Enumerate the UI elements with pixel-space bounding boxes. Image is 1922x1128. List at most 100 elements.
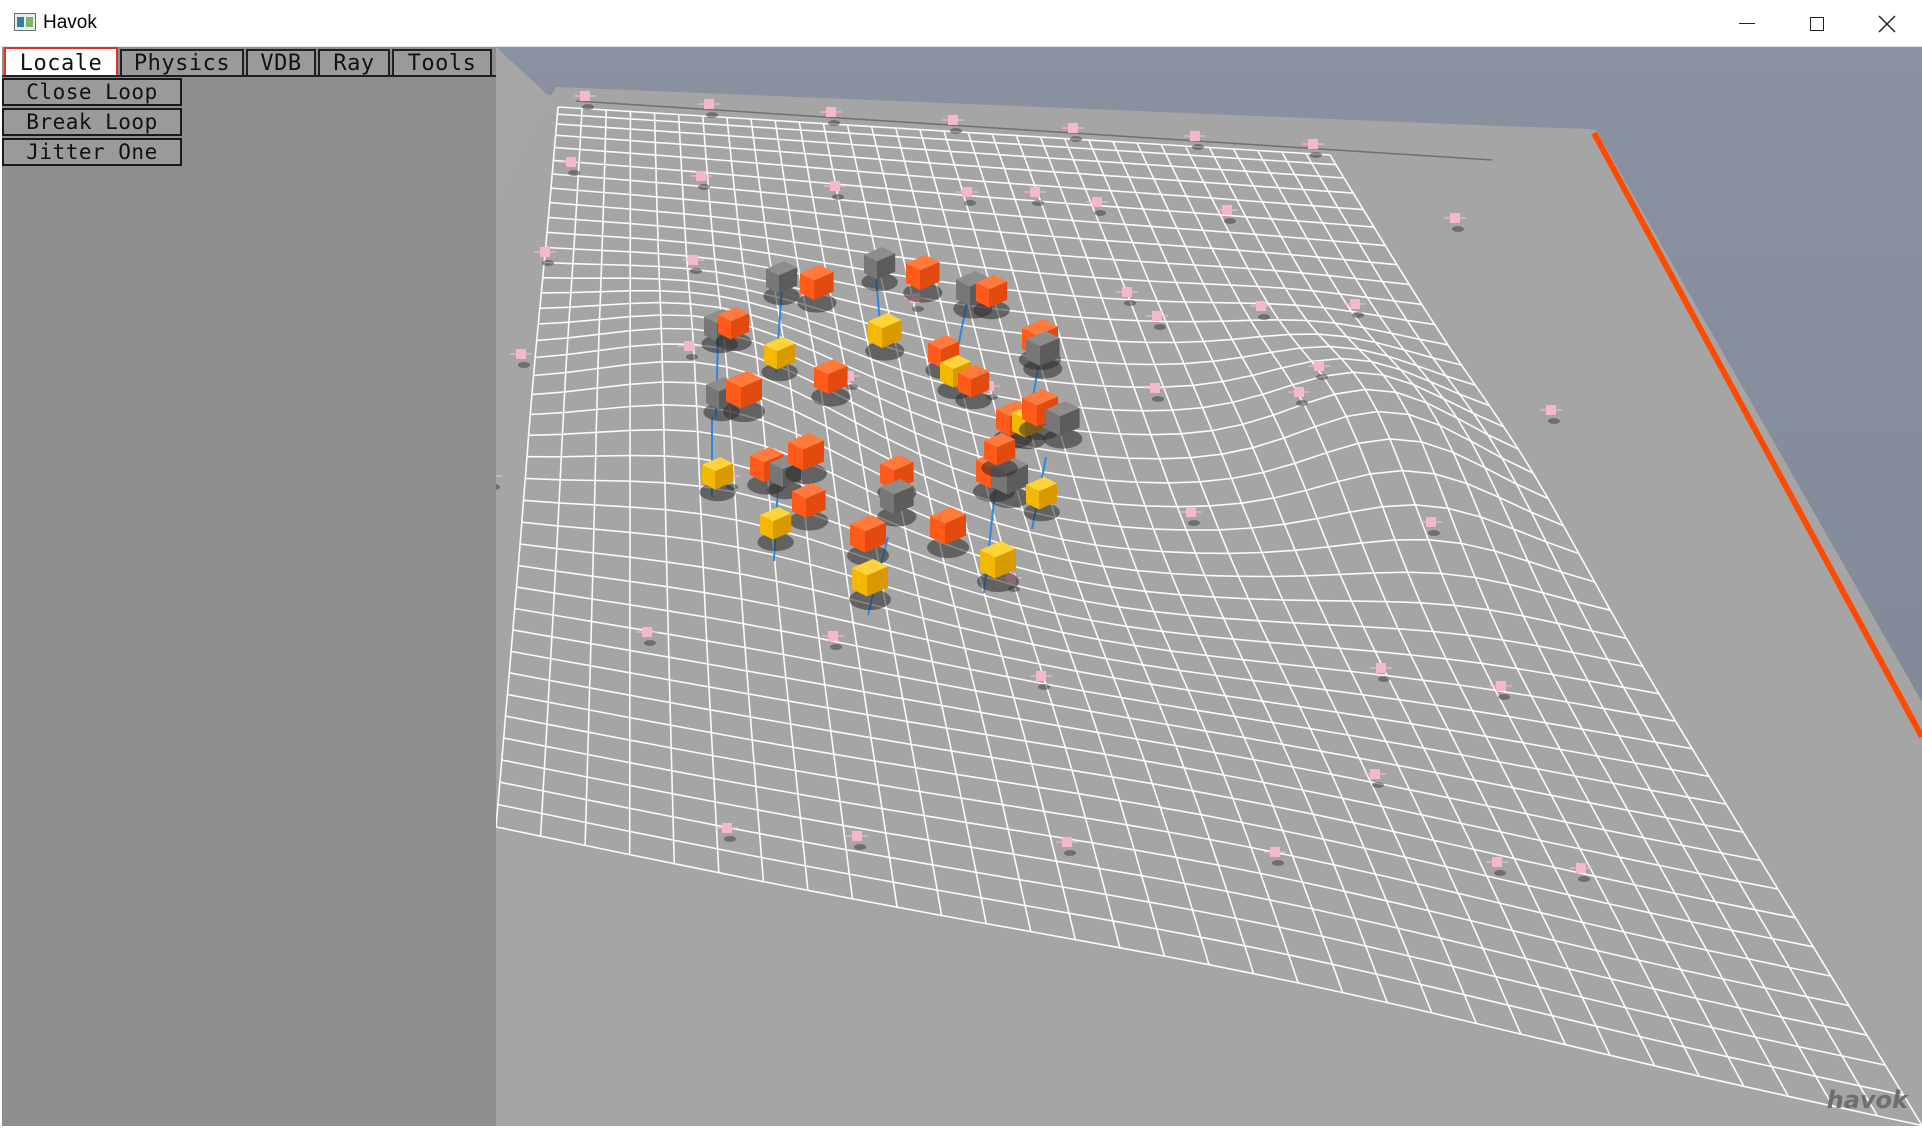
box-shadow — [761, 363, 798, 382]
box-shadow — [797, 293, 837, 313]
box — [789, 483, 829, 531]
marker-shadow — [830, 644, 842, 650]
box-front — [906, 263, 920, 290]
grid-line-v — [514, 607, 1744, 833]
box-front — [704, 316, 717, 342]
marker-shadow — [1124, 300, 1136, 306]
box — [1023, 477, 1060, 522]
grid-line-v — [509, 672, 1796, 919]
tab-vdb[interactable]: VDB — [246, 49, 316, 76]
box-side — [773, 513, 792, 540]
box-shadow — [1043, 429, 1083, 449]
marker-shadow — [496, 484, 500, 490]
box-side — [814, 272, 834, 300]
tab-divider — [2, 75, 496, 77]
marker-shadow — [964, 200, 976, 206]
box-front — [726, 380, 741, 409]
tab-tools[interactable]: Tools — [392, 49, 492, 76]
box-top — [996, 401, 1030, 417]
tab-locale[interactable]: Locale — [4, 47, 118, 77]
tab-ray[interactable]: Ray — [318, 49, 390, 76]
box-top — [940, 355, 972, 370]
box — [977, 541, 1019, 592]
box — [973, 275, 1010, 320]
box-front — [706, 384, 719, 410]
box-side — [1040, 338, 1060, 366]
box-top — [928, 335, 960, 350]
box-front — [880, 487, 894, 514]
box-front — [996, 409, 1010, 436]
box-top — [1046, 401, 1080, 417]
grid-line-v — [541, 290, 1490, 407]
box-front — [940, 362, 953, 388]
box-front — [980, 550, 995, 579]
marker-shadow — [1192, 144, 1204, 150]
ground-plane-fill — [496, 87, 1922, 1126]
box-top — [864, 247, 896, 262]
grid-line-v — [542, 276, 1476, 386]
scene-canvas[interactable] — [496, 47, 1922, 1126]
box-front — [814, 367, 828, 394]
marker-shadow — [950, 128, 962, 134]
markers — [496, 91, 1592, 882]
box-top — [880, 455, 914, 471]
minimize-button[interactable] — [1712, 0, 1782, 47]
close-button[interactable] — [1852, 0, 1922, 47]
box — [763, 261, 800, 306]
grid-line-v — [548, 216, 1422, 306]
marker-shadow — [828, 120, 840, 126]
marker-shadow — [1070, 136, 1082, 142]
box-side — [989, 281, 1008, 308]
marker-shadow — [1152, 396, 1164, 402]
box-shadow — [973, 301, 1010, 320]
box-front — [770, 462, 783, 488]
box-front — [868, 321, 882, 348]
box — [761, 337, 798, 382]
marker-shadow — [1578, 876, 1590, 882]
box-front — [1046, 409, 1060, 436]
3d-viewport[interactable]: havok — [496, 47, 1922, 1126]
box-shadow — [849, 589, 891, 610]
box-front — [984, 440, 997, 466]
box-side — [865, 522, 886, 553]
box-shadow — [877, 507, 917, 527]
box-top — [760, 507, 792, 522]
box-side — [806, 490, 826, 518]
break-loop-button[interactable]: Break Loop — [2, 108, 182, 136]
box-side — [777, 343, 796, 370]
boxes — [699, 247, 1083, 610]
box-front — [766, 268, 779, 294]
havok-logo: havok — [1826, 1086, 1908, 1114]
box-side — [779, 267, 798, 294]
box-front — [764, 344, 777, 370]
marker-shadow — [518, 362, 530, 368]
maximize-button[interactable] — [1782, 0, 1852, 47]
marker-shadow — [1452, 226, 1464, 232]
box — [847, 515, 889, 566]
box-top — [880, 479, 914, 495]
box-shadow — [861, 273, 898, 292]
maximize-icon — [1810, 16, 1824, 31]
marker-shadow — [686, 354, 698, 360]
box-top — [792, 483, 826, 499]
box — [877, 479, 917, 527]
box-front — [956, 279, 970, 306]
edge-highlight — [1591, 131, 1922, 739]
jitter-one-button[interactable]: Jitter One — [2, 138, 182, 166]
close-loop-button[interactable]: Close Loop — [2, 78, 182, 106]
box-shadow — [1023, 359, 1063, 379]
box-shadow — [927, 537, 969, 558]
box-top — [852, 559, 888, 576]
box-side — [867, 566, 888, 597]
box-front — [702, 464, 715, 490]
box-shadow — [789, 511, 829, 531]
tab-physics[interactable]: Physics — [120, 49, 244, 76]
close-icon — [1878, 14, 1896, 33]
grid-line-v — [556, 123, 1345, 179]
marker-shadow — [1548, 418, 1560, 424]
grid-line-v — [520, 543, 1693, 750]
grid-line-v — [497, 803, 1904, 1096]
box-side — [877, 253, 896, 280]
title-bar: Havok — [0, 0, 1922, 47]
box — [861, 247, 898, 292]
